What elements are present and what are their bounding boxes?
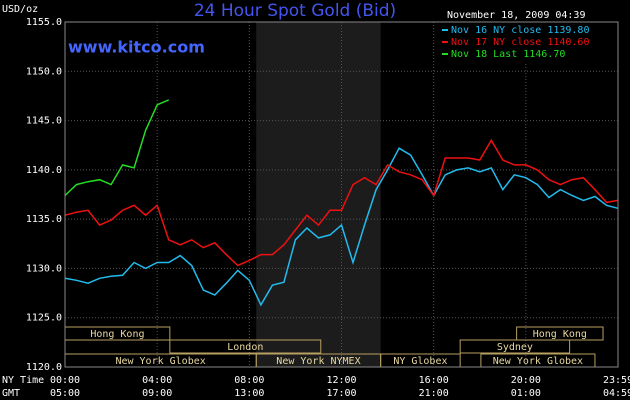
legend-box bbox=[440, 22, 622, 62]
legend-label: Nov 16 NY close 1139.80 bbox=[451, 25, 589, 36]
y-tick-label: 1140.0 bbox=[26, 165, 62, 176]
x2-tick-label: 21:00 bbox=[419, 388, 449, 399]
x-tick-label: 04:00 bbox=[142, 375, 172, 386]
session-label: Hong Kong bbox=[90, 329, 144, 340]
y-tick-label: 1120.0 bbox=[26, 362, 62, 373]
x-tick-label: 20:00 bbox=[511, 375, 541, 386]
session-label: London bbox=[227, 342, 263, 353]
highlight-band bbox=[256, 22, 381, 367]
timestamp: November 18, 2009 04:39 bbox=[447, 10, 585, 21]
x2-tick-label: 04:59 bbox=[603, 388, 630, 399]
x2-tick-label: 05:00 bbox=[50, 388, 80, 399]
chart-title: 24 Hour Spot Gold (Bid) bbox=[194, 1, 396, 21]
legend-label: Nov 18 Last 1146.70 bbox=[451, 49, 565, 60]
x-tick-label: 23:59 bbox=[603, 375, 630, 386]
price-line bbox=[64, 147, 619, 307]
plot-border bbox=[64, 21, 619, 368]
session-label: Hong Kong bbox=[533, 329, 587, 340]
x-tick-label: 00:00 bbox=[50, 375, 80, 386]
session-label: Sydney bbox=[497, 342, 533, 353]
y-tick-label: 1145.0 bbox=[26, 116, 62, 127]
x2-tick-label: 01:00 bbox=[511, 388, 541, 399]
session-label: New York Globex bbox=[493, 356, 583, 367]
x2-tick-label: 17:00 bbox=[326, 388, 356, 399]
y-tick-label: 1155.0 bbox=[26, 17, 62, 28]
site-label: www.kitco.com bbox=[68, 38, 205, 57]
x-tick-label: 08:00 bbox=[234, 375, 264, 386]
session-bar bbox=[459, 339, 571, 354]
x2-axis-label: GMT bbox=[2, 388, 20, 399]
y-tick-label: 1150.0 bbox=[26, 66, 62, 77]
y-tick-label: 1125.0 bbox=[26, 313, 62, 324]
session-label: NY Globex bbox=[393, 356, 447, 367]
x-tick-label: 16:00 bbox=[419, 375, 449, 386]
y-axis-label: USD/oz bbox=[2, 4, 38, 15]
price-line bbox=[64, 99, 169, 197]
y-tick-label: 1135.0 bbox=[26, 214, 62, 225]
y-tick-label: 1130.0 bbox=[26, 263, 62, 274]
x2-tick-label: 09:00 bbox=[142, 388, 172, 399]
x-axis-label: NY Time bbox=[2, 375, 44, 386]
session-bar bbox=[169, 339, 322, 354]
session-label: New York Globex bbox=[115, 356, 205, 367]
session-label: New York NYMEX bbox=[276, 356, 360, 367]
legend-label: Nov 17 NY close 1140.60 bbox=[451, 37, 589, 48]
price-line bbox=[64, 138, 619, 267]
x2-tick-label: 13:00 bbox=[234, 388, 264, 399]
x-tick-label: 12:00 bbox=[326, 375, 356, 386]
